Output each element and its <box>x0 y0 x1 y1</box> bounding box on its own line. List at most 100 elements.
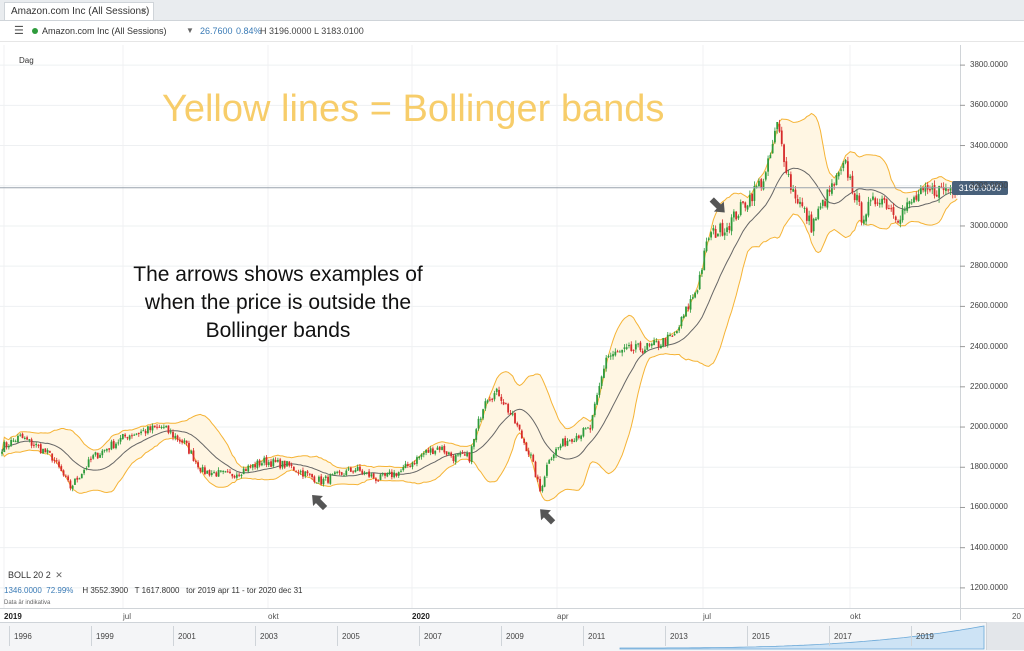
candle-body <box>867 201 870 216</box>
y-tick-label: 3800.0000 <box>970 60 1008 70</box>
candle-body <box>215 472 218 477</box>
candle-body <box>680 316 683 327</box>
candle-body <box>276 459 279 462</box>
candle-body <box>673 334 676 336</box>
candle-body <box>908 201 911 205</box>
candle-body <box>860 202 863 223</box>
market-open-indicator <box>32 28 38 34</box>
candle-body <box>801 202 804 207</box>
candle-body <box>721 222 724 236</box>
candle-body <box>835 175 838 186</box>
candle-body <box>156 426 158 428</box>
remove-indicator-icon[interactable]: ✕ <box>55 570 63 580</box>
candle-body <box>933 184 936 196</box>
candle-body <box>561 438 564 447</box>
candle-body <box>30 439 33 446</box>
chevron-down-icon[interactable]: ▼ <box>186 26 194 35</box>
arrow-shaft <box>709 197 722 210</box>
candle-body <box>669 335 671 337</box>
price-chart[interactable] <box>0 0 1024 622</box>
candle-body <box>785 161 788 173</box>
candle-body <box>37 445 40 447</box>
candle-body <box>935 194 938 197</box>
x-tick-label: jul <box>123 612 132 621</box>
candle-body <box>286 461 288 467</box>
candle-body <box>498 389 500 397</box>
bollinger-label: BOLL 20 2 <box>8 570 51 580</box>
candle-body <box>438 446 441 450</box>
candle-body <box>192 450 195 461</box>
candle-body <box>78 478 81 480</box>
bollinger-indicator-legend[interactable]: BOLL 20 2 ✕ <box>8 570 63 581</box>
candle-body <box>717 233 719 237</box>
candle-body <box>890 208 893 210</box>
candle-body <box>637 343 640 345</box>
navigator-divider <box>173 626 174 646</box>
candle-body <box>735 211 738 220</box>
candle-body <box>632 349 635 351</box>
candle-body <box>600 376 603 386</box>
candle-body <box>475 429 478 440</box>
candle-body <box>732 211 735 218</box>
y-tick-label: 1600.0000 <box>970 502 1008 512</box>
candle-body <box>459 453 462 456</box>
candle-body <box>131 435 133 437</box>
candle-body <box>938 186 940 198</box>
candle-body <box>427 449 430 453</box>
navigator-year-label: 2001 <box>178 632 196 641</box>
candle-body <box>945 188 947 191</box>
price-change-percent: 0.84% <box>236 26 262 36</box>
candle-body <box>7 446 10 448</box>
candle-body <box>295 471 298 473</box>
candle-body <box>167 425 170 433</box>
candle-body <box>74 478 76 485</box>
candle-body <box>903 209 906 211</box>
candle-body <box>550 458 553 460</box>
navigator-handle[interactable] <box>986 622 1024 650</box>
candle-body <box>894 216 897 220</box>
annotation-title: Yellow lines = Bollinger bands <box>162 88 665 130</box>
candle-body <box>774 130 776 143</box>
candle-body <box>796 198 799 204</box>
candle-body <box>137 432 140 434</box>
candle-body <box>340 472 343 475</box>
candle-body <box>862 219 865 224</box>
candle-body <box>356 466 359 471</box>
candle-body <box>306 471 309 474</box>
candle-body <box>815 218 817 221</box>
candle-body <box>942 187 945 191</box>
candle-body <box>541 485 544 492</box>
instrument-name[interactable]: Amazon.com Inc (All Sessions) <box>42 26 167 36</box>
candle-body <box>598 385 601 395</box>
candle-body <box>110 441 113 450</box>
close-icon[interactable]: × <box>141 6 147 17</box>
candle-body <box>712 228 715 231</box>
candle-body <box>520 430 523 439</box>
candle-body <box>229 471 231 474</box>
candle-body <box>206 470 209 474</box>
candle-body <box>172 431 174 438</box>
candle-body <box>514 412 516 424</box>
instrument-tab[interactable]: Amazon.com Inc (All Sessions) × <box>4 2 154 20</box>
candle-body <box>473 439 475 447</box>
candle-body <box>372 473 375 478</box>
candle-body <box>270 461 272 467</box>
candle-body <box>450 452 453 457</box>
candle-body <box>780 130 783 144</box>
candle-body <box>90 458 92 460</box>
stat-period: tor 2019 apr 11 - tor 2020 dec 31 <box>186 586 303 595</box>
candle-body <box>133 434 136 436</box>
chart-toolbar: ☰ Amazon.com Inc (All Sessions) ▼ 26.760… <box>0 21 1024 42</box>
candle-body <box>821 199 824 206</box>
candle-body <box>361 470 364 474</box>
arrow-shaft <box>543 512 556 525</box>
candle-body <box>101 450 104 456</box>
candle-body <box>354 470 357 473</box>
y-tick-label: 3200.0000 <box>970 180 1008 190</box>
candle-body <box>758 180 760 187</box>
candle-body <box>730 217 733 232</box>
candle-body <box>149 426 152 431</box>
candle-body <box>628 345 630 347</box>
hamburger-menu-icon[interactable]: ☰ <box>14 25 24 37</box>
